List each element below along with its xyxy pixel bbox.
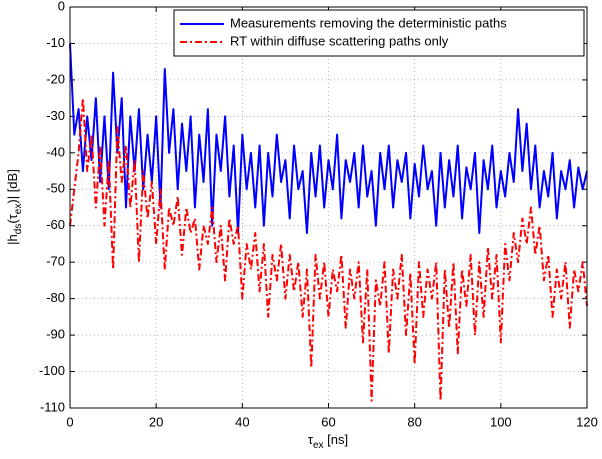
x-axis-label: τex [ns] <box>308 432 348 450</box>
y-label-sub: ds <box>13 224 24 235</box>
x-tick-label: 60 <box>321 414 335 429</box>
y-axis-label: |hds(τex)| [dB] <box>5 169 23 245</box>
x-label-sub: ex <box>313 440 324 451</box>
legend-box <box>173 9 585 57</box>
y-tick-label: -20 <box>46 71 65 86</box>
y-label-part: )| [dB] <box>5 169 20 203</box>
y-tick-label: 0 <box>58 0 65 13</box>
y-tick-label: -90 <box>46 327 65 342</box>
y-label-part: (τ <box>5 213 20 223</box>
data-line <box>69 43 588 235</box>
x-tick-label: 40 <box>235 414 249 429</box>
y-tick-label: -70 <box>46 254 65 269</box>
y-tick-label: -10 <box>46 35 65 50</box>
x-label-part: [ns] <box>324 432 349 447</box>
y-tick-label: -100 <box>39 363 65 378</box>
y-tick-label: -110 <box>40 399 65 414</box>
x-tick-label: 20 <box>149 414 163 429</box>
y-tick-label: -40 <box>46 144 65 159</box>
legend-label: RT within diffuse scattering paths only <box>230 33 449 48</box>
y-label-part: |h <box>5 234 20 245</box>
x-tick-label: 80 <box>407 414 421 429</box>
y-tick-label: -60 <box>46 217 65 232</box>
legend-label: Measurements removing the deterministic … <box>230 15 507 30</box>
y-tick-label: -50 <box>46 181 65 196</box>
x-tick-label: 100 <box>490 414 512 429</box>
y-tick-label: -80 <box>46 290 65 305</box>
data-line <box>69 97 588 402</box>
x-tick-label: 120 <box>576 414 598 429</box>
x-label-part: τ <box>308 432 314 447</box>
plot-frame <box>69 6 588 409</box>
y-label-sub: ex <box>13 204 24 215</box>
x-tick-label: 0 <box>66 414 73 429</box>
y-tick-label: -30 <box>46 108 65 123</box>
